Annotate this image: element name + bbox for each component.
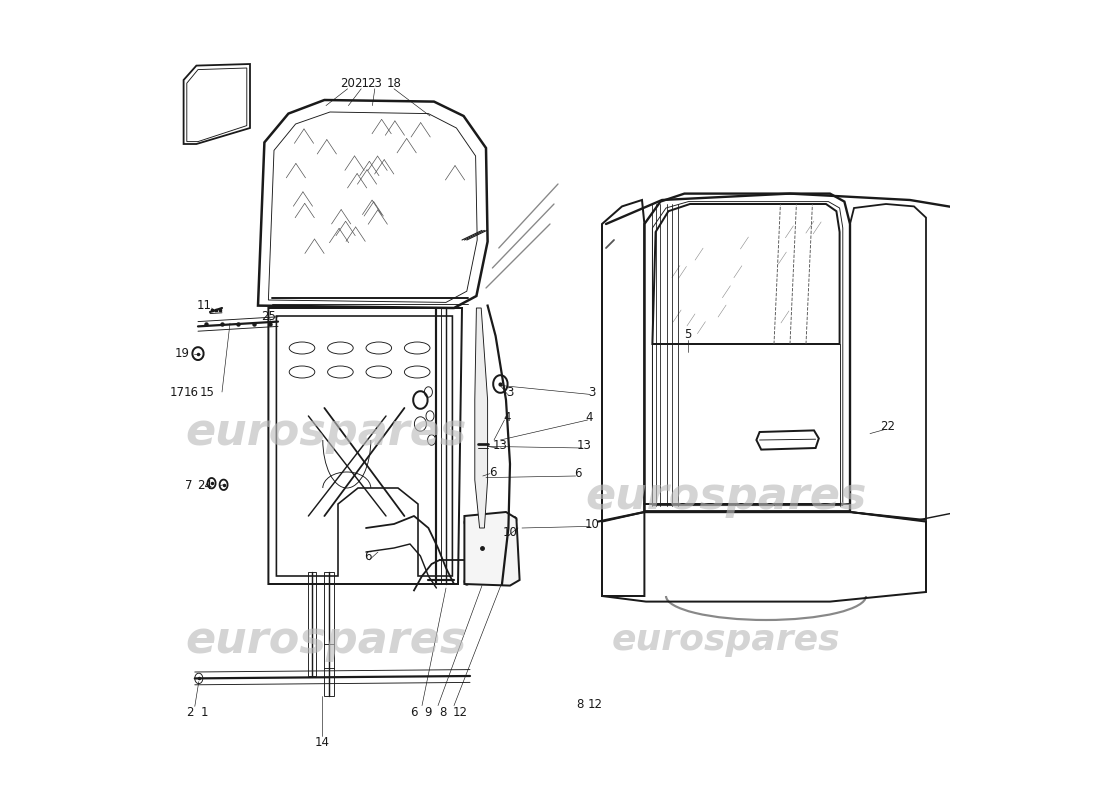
- Polygon shape: [475, 308, 487, 528]
- Text: 1: 1: [200, 706, 208, 718]
- Text: 2: 2: [186, 706, 194, 718]
- Text: eurospares: eurospares: [585, 474, 867, 518]
- Text: 20: 20: [340, 77, 355, 90]
- Text: 17: 17: [169, 386, 185, 398]
- Text: 3: 3: [587, 386, 595, 398]
- Text: 13: 13: [578, 439, 592, 452]
- Text: 12: 12: [453, 706, 468, 718]
- Text: 8: 8: [439, 706, 447, 718]
- Text: eurospares: eurospares: [612, 623, 840, 657]
- Text: 11: 11: [197, 299, 212, 312]
- Text: 12: 12: [587, 698, 603, 710]
- Text: 21: 21: [354, 77, 368, 90]
- Text: 6: 6: [488, 466, 496, 478]
- Text: 7: 7: [185, 479, 192, 492]
- Text: 18: 18: [386, 77, 402, 90]
- Text: 5: 5: [684, 328, 691, 341]
- Text: 14: 14: [315, 736, 330, 749]
- Text: eurospares: eurospares: [185, 410, 466, 454]
- Text: 24: 24: [197, 479, 212, 492]
- Text: 19: 19: [175, 347, 189, 360]
- Text: 15: 15: [200, 386, 214, 398]
- Text: 6: 6: [410, 706, 418, 718]
- Text: 4: 4: [503, 411, 510, 424]
- Text: 23: 23: [367, 77, 382, 90]
- Text: 8: 8: [576, 698, 584, 710]
- Text: 9: 9: [425, 706, 432, 718]
- Polygon shape: [464, 512, 519, 586]
- Text: 10: 10: [503, 526, 517, 539]
- Text: 13: 13: [493, 439, 508, 452]
- Text: 3: 3: [506, 386, 514, 398]
- Text: 16: 16: [184, 386, 199, 398]
- Text: 25: 25: [261, 310, 276, 322]
- Text: 22: 22: [880, 420, 895, 433]
- Text: 4: 4: [585, 411, 593, 424]
- Text: 6: 6: [574, 467, 582, 480]
- Text: eurospares: eurospares: [185, 618, 466, 662]
- Text: 10: 10: [585, 518, 600, 530]
- Text: 6: 6: [364, 550, 372, 563]
